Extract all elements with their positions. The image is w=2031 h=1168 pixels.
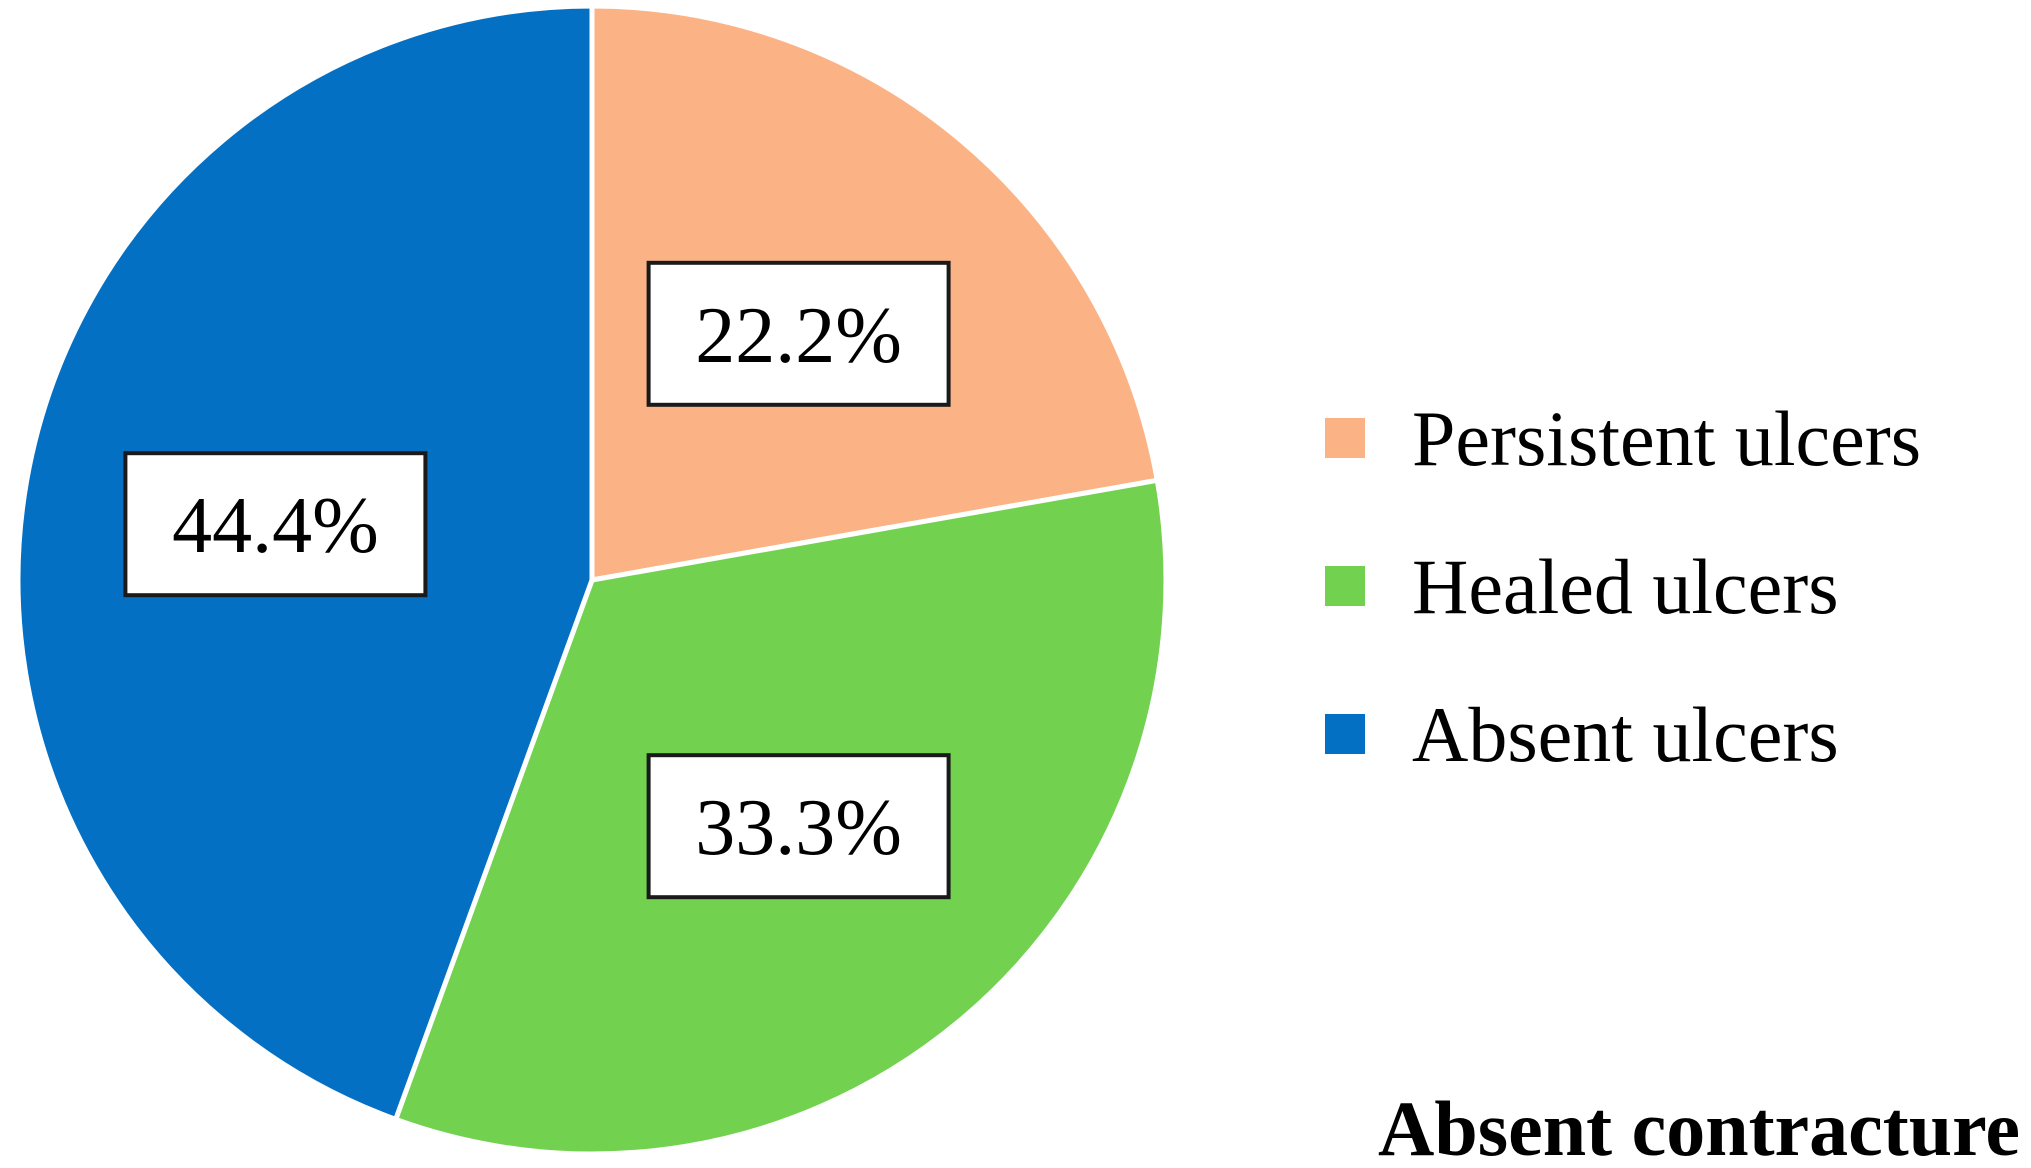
chart-caption: Absent contracture [1378,1085,2020,1168]
data-label-absent-ulcers: 44.4% [172,482,379,570]
data-labels: 22.2% 33.3% 44.4% [123,260,951,900]
legend-swatch-persistent-ulcers [1325,418,1365,458]
legend-label-healed-ulcers: Healed ulcers [1412,543,1839,630]
legend-label-persistent-ulcers: Persistent ulcers [1412,395,1921,482]
data-label-persistent-ulcers: 22.2% [695,292,902,380]
data-label-healed-ulcers: 33.3% [695,784,902,872]
legend-label-absent-ulcers: Absent ulcers [1412,691,1839,778]
legend: Persistent ulcers Healed ulcers Absent ulc… [1325,395,1921,778]
legend-swatch-absent-ulcers [1325,714,1365,754]
data-label-box-absent-ulcers [123,451,428,598]
data-label-box-persistent-ulcers [646,260,951,407]
data-label-box-healed-ulcers [646,753,951,900]
legend-swatch-healed-ulcers [1325,566,1365,606]
